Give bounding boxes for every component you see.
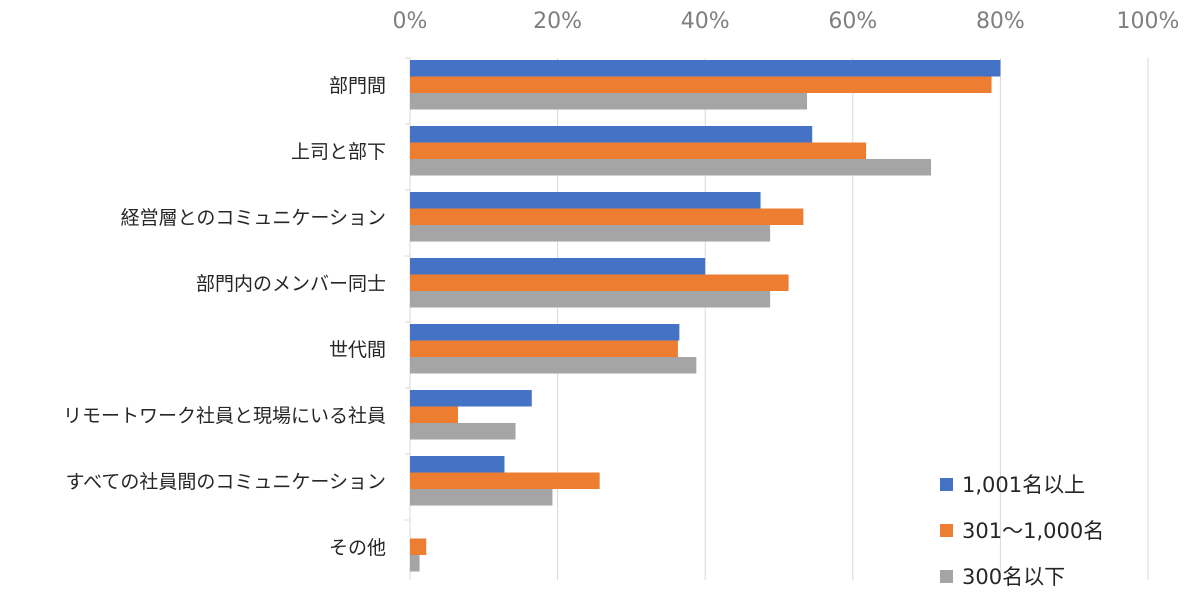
legend-swatch <box>940 478 953 491</box>
bar-3 <box>410 225 771 242</box>
bars <box>410 60 1001 572</box>
bar-2 <box>410 76 992 93</box>
bar-1 <box>410 192 761 209</box>
bar-1 <box>410 60 1001 77</box>
bar-2 <box>410 406 458 423</box>
bar-2 <box>410 472 600 489</box>
bar-3 <box>410 93 808 110</box>
category-label: その他 <box>329 537 386 559</box>
legend-label: 300名以下 <box>962 565 1065 589</box>
legend-swatch <box>940 570 953 583</box>
bar-1 <box>410 456 505 473</box>
bar-1 <box>410 324 680 341</box>
x-tick-label: 60% <box>828 9 877 34</box>
bar-1 <box>410 258 706 275</box>
bar-3 <box>410 423 516 440</box>
bar-1 <box>410 126 813 143</box>
x-tick-label: 80% <box>976 9 1025 34</box>
bar-1 <box>410 390 532 407</box>
x-tick-label: 20% <box>533 9 582 34</box>
bar-2 <box>410 208 804 225</box>
category-label: 部門内のメンバー同士 <box>196 273 386 295</box>
bar-2 <box>410 274 789 291</box>
x-tick-label: 40% <box>681 9 730 34</box>
x-tick-label: 0% <box>393 9 428 34</box>
category-label: 経営層とのコミュニケーション <box>121 207 386 229</box>
category-label: すべての社員間のコミュニケーション <box>65 471 386 493</box>
bar-3 <box>410 357 697 374</box>
bar-3 <box>410 489 553 506</box>
bar-3 <box>410 291 771 308</box>
legend: 1,001名以上 301～1,000名 300名以下 <box>940 473 1104 589</box>
legend-label: 1,001名以上 <box>962 473 1085 497</box>
axes: 0% 20% 40% 60% 80% 100% 部門間上司と部下経営層とのコミュニケーション… <box>63 9 1179 580</box>
category-label: リモートワーク社員と現場にいる社員 <box>63 405 386 427</box>
bar-2 <box>410 538 427 555</box>
category-label: 世代間 <box>329 339 386 361</box>
bar-3 <box>410 555 420 572</box>
x-tick-label: 100% <box>1117 9 1180 34</box>
category-label: 部門間 <box>329 75 386 97</box>
bar-2 <box>410 340 678 357</box>
category-label: 上司と部下 <box>291 141 386 163</box>
bar-3 <box>410 159 932 176</box>
bar-2 <box>410 142 867 159</box>
legend-label: 301～1,000名 <box>962 519 1104 543</box>
legend-swatch <box>940 524 953 537</box>
